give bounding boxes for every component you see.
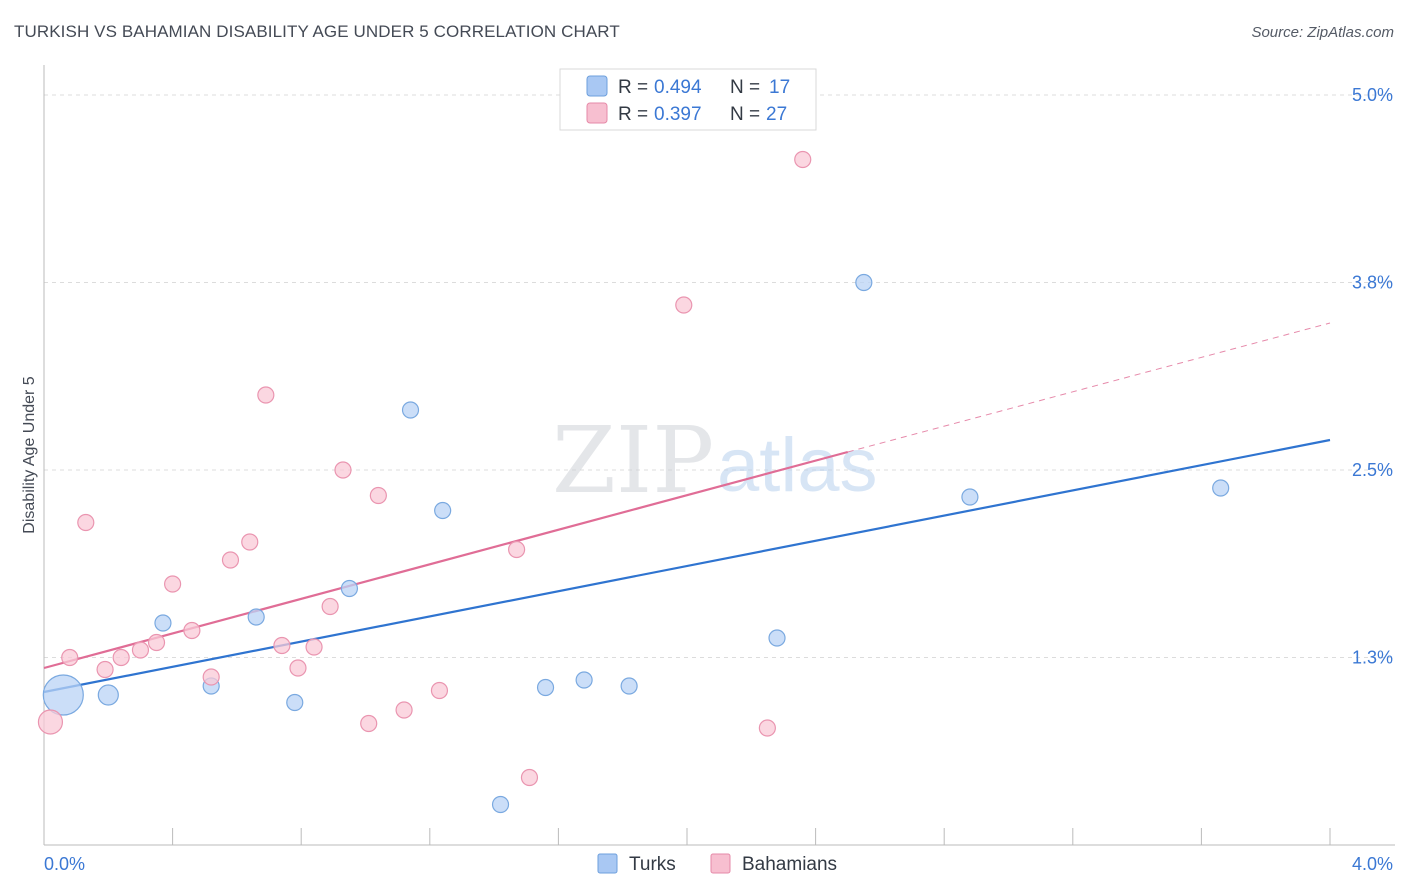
point-bahamians-26 bbox=[794, 150, 812, 169]
point-bahamians-19 bbox=[369, 486, 387, 505]
watermark-zip: ZIP bbox=[552, 407, 714, 514]
series-legend-label-turks: Turks bbox=[629, 854, 676, 875]
y-tick-label-3: 5.0% bbox=[1352, 85, 1393, 105]
point-turks-4 bbox=[247, 608, 265, 626]
point-bahamians-2 bbox=[77, 513, 95, 532]
legend-n-value-bahamians: 27 bbox=[766, 104, 787, 125]
point-turks-13 bbox=[768, 629, 786, 647]
y-axis-title: Disability Age Under 5 bbox=[21, 376, 38, 534]
trend-lines bbox=[43, 322, 1331, 694]
chart-title: TURKISH VS BAHAMIAN DISABILITY AGE UNDER… bbox=[14, 22, 620, 41]
data-points bbox=[37, 150, 1230, 814]
y-tick-label-0: 1.3% bbox=[1352, 648, 1393, 668]
watermark: ZIP atlas bbox=[552, 407, 878, 514]
legend-n-label-bahamians: N = bbox=[730, 104, 760, 125]
point-turks-12 bbox=[620, 677, 638, 695]
point-turks-0 bbox=[42, 674, 84, 716]
point-bahamians-5 bbox=[131, 641, 150, 659]
point-bahamians-10 bbox=[221, 551, 240, 569]
point-turks-10 bbox=[536, 678, 555, 697]
point-bahamians-14 bbox=[289, 659, 307, 677]
legend-r-value-bahamians: 0.397 bbox=[654, 104, 702, 125]
source-label: Source: ZipAtlas.com bbox=[1251, 24, 1394, 41]
legend-r-label-bahamians: R = bbox=[618, 104, 648, 125]
legend-swatch-turks bbox=[586, 75, 608, 97]
point-bahamians-24 bbox=[675, 296, 693, 314]
tick-labels: 1.3% 2.5% 3.8% 5.0% 0.0% 4.0% bbox=[44, 85, 1393, 874]
x-tick-label-1: 4.0% bbox=[1352, 854, 1393, 874]
point-bahamians-7 bbox=[164, 575, 182, 593]
point-bahamians-0 bbox=[37, 709, 64, 735]
point-bahamians-16 bbox=[321, 597, 339, 616]
legend-swatch-bahamians bbox=[586, 102, 608, 124]
correlation-legend: R = 0.494 N = 17 R = 0.397 N = 27 bbox=[559, 68, 817, 131]
point-turks-7 bbox=[401, 401, 420, 419]
point-turks-8 bbox=[434, 501, 452, 520]
point-turks-1 bbox=[97, 684, 119, 706]
point-bahamians-3 bbox=[96, 660, 114, 679]
point-bahamians-22 bbox=[508, 540, 526, 559]
point-bahamians-13 bbox=[273, 636, 291, 655]
point-turks-14 bbox=[855, 273, 873, 292]
trend-line-bahamians bbox=[43, 450, 849, 670]
point-bahamians-9 bbox=[202, 668, 220, 686]
series-legend: Turks Bahamians bbox=[597, 853, 837, 875]
grid-lines bbox=[44, 94, 1395, 658]
y-tick-label-1: 2.5% bbox=[1352, 460, 1393, 480]
point-bahamians-17 bbox=[334, 461, 352, 479]
legend-n-value-turks: 17 bbox=[769, 77, 790, 98]
legend-r-label-turks: R = bbox=[618, 77, 648, 98]
point-bahamians-23 bbox=[520, 768, 539, 787]
point-turks-11 bbox=[575, 671, 593, 689]
series-legend-label-bahamians: Bahamians bbox=[742, 854, 837, 875]
point-bahamians-6 bbox=[147, 633, 166, 652]
point-bahamians-25 bbox=[758, 719, 776, 737]
series-legend-swatch-turks bbox=[597, 853, 618, 874]
trend-line-extension-bahamians bbox=[847, 322, 1331, 453]
y-tick-label-2: 3.8% bbox=[1352, 273, 1393, 293]
point-turks-6 bbox=[340, 579, 359, 598]
point-bahamians-18 bbox=[360, 714, 378, 733]
point-bahamians-8 bbox=[183, 621, 201, 640]
legend-r-value-turks: 0.494 bbox=[654, 77, 702, 98]
point-bahamians-4 bbox=[112, 648, 130, 667]
point-bahamians-12 bbox=[257, 386, 275, 404]
point-bahamians-1 bbox=[61, 648, 79, 667]
legend-n-label-turks: N = bbox=[730, 77, 760, 98]
x-tick-label-0: 0.0% bbox=[44, 854, 85, 874]
point-bahamians-15 bbox=[305, 638, 323, 656]
trend-line-turks bbox=[43, 438, 1331, 694]
series-legend-swatch-bahamians bbox=[710, 853, 731, 874]
point-bahamians-20 bbox=[395, 701, 413, 719]
point-turks-16 bbox=[1212, 479, 1230, 497]
point-bahamians-21 bbox=[430, 681, 449, 700]
point-turks-5 bbox=[286, 693, 304, 712]
point-turks-2 bbox=[154, 614, 172, 632]
point-turks-15 bbox=[961, 488, 979, 506]
point-bahamians-11 bbox=[241, 533, 259, 551]
point-turks-9 bbox=[491, 795, 510, 814]
